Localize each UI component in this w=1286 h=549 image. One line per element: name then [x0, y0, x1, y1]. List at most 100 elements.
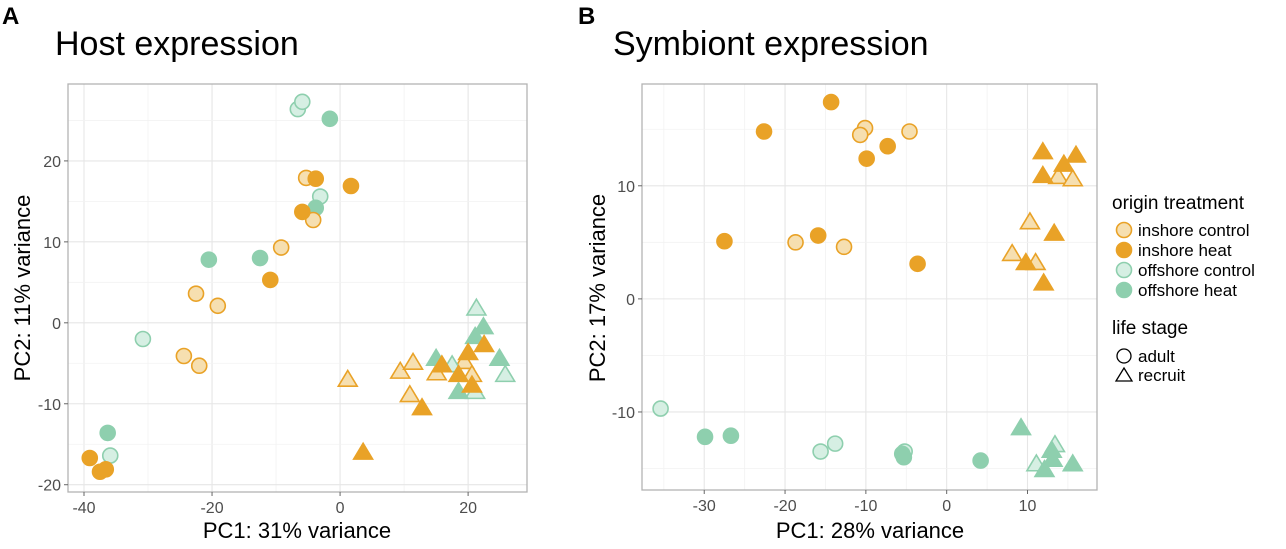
legend-recruit-triangle-icon	[1114, 366, 1134, 382]
x-tick-label: -20	[773, 498, 796, 515]
legend-label-recruit: recruit	[1138, 366, 1186, 385]
data-point-inshore-heat-adult	[909, 255, 926, 273]
data-point-inshore-control-adult	[175, 347, 193, 365]
data-point-offshore-heat-recruit	[472, 316, 495, 335]
legend-adult-circle-icon	[1116, 348, 1132, 364]
data-point-inshore-heat-adult	[97, 461, 115, 478]
data-point-inshore-heat-recruit	[430, 354, 453, 373]
data-point-inshore-heat-recruit	[461, 374, 483, 393]
y-tick-label: -10	[38, 397, 61, 414]
y-tick-label: -20	[38, 478, 61, 495]
data-point-inshore-heat-adult	[716, 232, 733, 250]
panel-b-plot: -30 -20 -10 0 10 -10 0 10	[612, 83, 1098, 515]
data-point-inshore-control-adult	[304, 211, 322, 229]
data-point-inshore-heat-recruit	[457, 342, 479, 361]
x-tick-label: 20	[459, 500, 477, 517]
data-point-offshore-heat-adult	[696, 428, 714, 446]
data-point-inshore-control-recruit	[1047, 166, 1070, 185]
data-point-inshore-heat-recruit	[352, 441, 374, 460]
x-tick-label: -20	[200, 500, 223, 517]
data-point-inshore-control-adult	[209, 297, 227, 315]
data-point-inshore-heat-recruit	[1032, 272, 1055, 291]
data-point-inshore-heat-adult	[809, 227, 827, 244]
data-point-offshore-heat-adult	[895, 448, 913, 466]
panel-letter-a: A	[2, 3, 19, 30]
data-point-inshore-control-recruit	[1001, 243, 1024, 262]
x-tick-label: -10	[854, 498, 877, 515]
data-point-offshore-control-adult	[812, 443, 829, 460]
data-point-offshore-heat-adult	[722, 427, 740, 445]
x-tick-label: 0	[942, 498, 951, 515]
data-point-inshore-heat-adult	[307, 170, 325, 188]
data-point-inshore-heat-recruit	[1015, 252, 1037, 271]
data-point-inshore-control-recruit	[1061, 168, 1084, 187]
y-tick-label: 0	[626, 292, 635, 309]
data-point-offshore-control-adult	[826, 435, 844, 452]
data-point-offshore-control-adult	[294, 93, 311, 111]
data-point-offshore-heat-recruit	[1010, 417, 1032, 436]
y-tick-label: 10	[43, 235, 61, 252]
data-point-inshore-heat-recruit	[1031, 165, 1054, 184]
data-point-inshore-heat-adult	[858, 150, 875, 167]
x-tick-label: -30	[693, 498, 716, 515]
data-point-inshore-heat-recruit	[1053, 153, 1075, 172]
panel-a-x-axis-label: PC1: 31% variance	[203, 518, 391, 543]
data-point-offshore-control-recruit	[465, 297, 488, 316]
y-tick-label: 10	[617, 179, 635, 196]
data-point-inshore-control-recruit	[453, 351, 476, 370]
x-tick-label: -40	[72, 500, 95, 517]
data-point-inshore-heat-adult	[294, 203, 311, 221]
data-point-inshore-heat-adult	[822, 93, 840, 111]
data-point-inshore-control-adult	[272, 239, 290, 256]
panel-b-frame	[641, 83, 1098, 491]
data-point-inshore-control-adult	[190, 357, 208, 375]
panel-b-title: Symbiont expression	[613, 25, 929, 63]
data-point-inshore-control-recruit	[389, 360, 412, 379]
data-point-inshore-heat-recruit	[1043, 222, 1066, 241]
legend-label-offshore-heat: offshore heat	[1138, 281, 1237, 300]
data-point-inshore-control-adult	[901, 123, 918, 140]
legend-offshore-heat-key-icon	[1115, 281, 1133, 299]
x-tick-label: 10	[1019, 498, 1037, 515]
data-point-offshore-control-adult	[101, 447, 119, 464]
y-tick-label: 20	[43, 154, 61, 171]
y-tick-label: -10	[612, 405, 635, 422]
data-point-offshore-heat-adult	[200, 251, 218, 268]
data-point-offshore-heat-adult	[972, 452, 989, 469]
data-point-offshore-heat-recruit	[1041, 448, 1064, 468]
panel-a-plot: -40 -20 0 20 -20 -10 0 10 20	[38, 83, 528, 517]
data-point-offshore-heat-recruit	[1061, 453, 1084, 472]
y-tick-label: 0	[52, 316, 61, 333]
data-point-offshore-control-adult	[652, 400, 669, 417]
legend-label-offshore-control: offshore control	[1138, 261, 1255, 280]
legend-treatment-title: origin treatment	[1112, 193, 1245, 214]
data-point-offshore-heat-adult	[99, 424, 116, 442]
data-point-inshore-control-adult	[787, 234, 804, 251]
legend: origin treatment inshore control inshore…	[1112, 193, 1255, 385]
data-point-inshore-control-recruit	[402, 351, 424, 371]
panel-a-frame	[67, 83, 528, 493]
data-point-inshore-control-recruit	[336, 368, 359, 388]
data-point-offshore-heat-recruit	[464, 326, 487, 345]
data-point-inshore-heat-recruit	[411, 397, 433, 416]
data-point-inshore-heat-recruit	[1031, 141, 1054, 160]
data-point-inshore-heat-recruit	[447, 364, 470, 383]
data-point-inshore-heat-adult	[755, 123, 773, 140]
x-tick-label: 0	[336, 500, 345, 517]
legend-label-inshore-control: inshore control	[1138, 221, 1250, 240]
data-point-inshore-heat-recruit	[1065, 144, 1087, 163]
panel-b-x-axis-label: PC1: 28% variance	[776, 518, 964, 543]
data-point-offshore-control-recruit	[494, 364, 517, 383]
legend-stage-title: life stage	[1112, 318, 1188, 339]
data-point-offshore-heat-recruit	[1033, 459, 1056, 478]
panel-b-y-axis-label: PC2: 17% variance	[585, 194, 610, 382]
data-point-inshore-heat-adult	[261, 271, 279, 289]
legend-inshore-heat-key-icon	[1115, 241, 1133, 259]
data-point-inshore-heat-adult	[342, 177, 360, 195]
data-point-offshore-control-adult	[134, 330, 152, 348]
data-point-inshore-control-recruit	[1019, 211, 1041, 230]
panel-a-title: Host expression	[55, 25, 299, 63]
legend-label-adult: adult	[1138, 347, 1175, 366]
legend-offshore-control-key-icon	[1115, 261, 1133, 279]
data-point-inshore-control-recruit	[398, 384, 421, 403]
